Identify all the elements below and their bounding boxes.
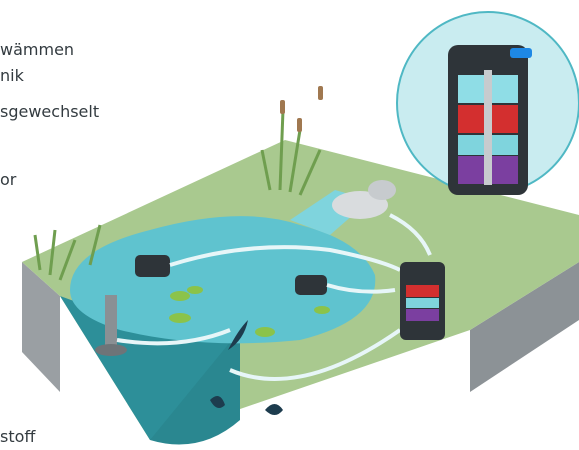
stones [368,180,396,200]
reeds [33,109,322,281]
pump [135,255,170,277]
text-fragment: or [0,170,17,189]
filter-core [484,70,492,185]
text-fragment: wämmen [0,40,75,59]
ground-side [22,262,60,392]
pump [295,275,327,295]
hoses [116,213,432,381]
text-fragment: nik [0,66,24,85]
filter-layer [406,298,439,308]
text-fragment: sgewechselt [0,102,100,121]
filter-knob [510,48,532,58]
water-cut [150,330,240,445]
text-fragment: stoff [0,427,36,446]
filter-layer [406,309,439,321]
fountain [95,344,127,356]
fish [210,320,283,415]
ground-side [470,262,579,392]
fountain [105,295,117,345]
filter-layer [406,285,439,297]
cattails [280,86,323,132]
lily-pads [169,286,330,337]
